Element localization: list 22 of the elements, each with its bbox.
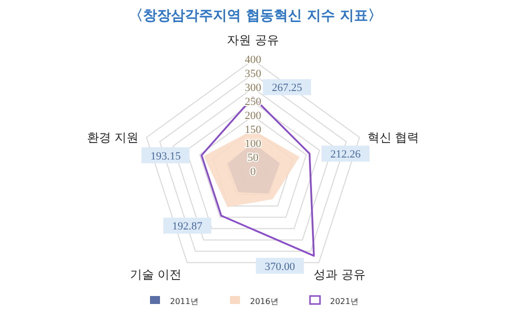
y-tick-label: 350 [244, 68, 262, 80]
y-tick-label: 100 [244, 138, 262, 150]
data-label: 192.87 [172, 220, 203, 233]
data-label: 193.15 [150, 150, 182, 162]
legend-label: 2011년 [170, 297, 198, 306]
y-tick-label: 0 [250, 166, 256, 178]
spoke-label: 기술 이전 [130, 268, 182, 282]
data-label: 267.25 [272, 82, 303, 94]
y-tick-label: 150 [244, 124, 262, 136]
legend-label: 2021년 [330, 297, 358, 306]
spoke-label: 환경 지원 [86, 130, 139, 144]
y-tick-label: 300 [244, 82, 262, 94]
data-label: 370.00 [264, 260, 296, 273]
y-tick-label: 50 [248, 152, 259, 164]
legend-label: 2016년 [250, 297, 278, 306]
spoke-label: 혁신 협력 [367, 130, 420, 144]
spoke-label: 성과 공유 [314, 268, 366, 282]
data-label: 212.26 [330, 148, 362, 161]
y-tick-label: 200 [244, 110, 262, 122]
spoke-label: 자원 공유 [227, 33, 279, 47]
y-tick-label: 400 [244, 54, 262, 66]
chart-title: 〈창장삼각주지역 협동혁신 지수 지표〉 [129, 8, 382, 24]
